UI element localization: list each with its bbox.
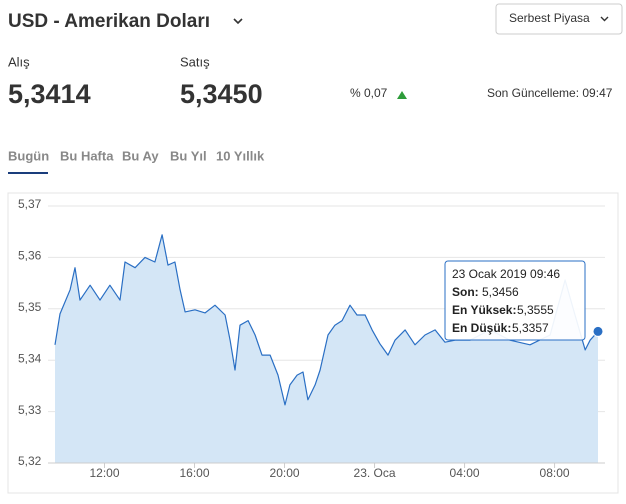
y-tick-label: 5,36: [18, 249, 42, 263]
market-select[interactable]: [495, 3, 623, 35]
tooltip-low: 5,3357: [512, 321, 549, 335]
y-tick-label: 5,37: [18, 197, 42, 211]
tooltip-date: 23 Ocak 2019 09:46: [452, 267, 560, 281]
buy-value: 5,3414: [8, 79, 91, 109]
y-tick-label: 5,32: [18, 454, 42, 468]
tab[interactable]: Bu Ay: [122, 148, 159, 163]
sell-value: 5,3450: [180, 79, 263, 109]
x-tick-label: 23. Oca: [354, 466, 396, 480]
tooltip-last: 5,3456: [482, 285, 519, 299]
x-tick-label: 16:00: [180, 466, 210, 480]
x-tick-label: 12:00: [89, 466, 119, 480]
buy-label: Alış: [8, 54, 30, 69]
tooltip-last-label: Son:: [452, 285, 479, 299]
x-tick-label: 20:00: [270, 466, 300, 480]
tooltip-high-label: En Yüksek:: [452, 303, 516, 317]
line: [54, 234, 599, 406]
tooltip-low-label: En Düşük:: [452, 321, 511, 335]
area: [55, 234, 598, 463]
change-value: % 0,07: [350, 86, 388, 100]
tooltip-high: 5,3555: [517, 303, 554, 317]
select-caret[interactable]: [600, 16, 609, 22]
y-tick-label: 5,33: [18, 403, 42, 417]
chart: 5,32 5,33 5,34 5,35 5,36 5,37 12:00 16:00 20:00 2…: [18, 197, 605, 480]
title-caret[interactable]: [233, 18, 243, 25]
x-tick-label: 08:00: [540, 466, 570, 480]
sell-label: Satış: [180, 54, 210, 69]
market-select-label[interactable]: Serbest Piyasa: [509, 11, 590, 25]
tooltip-box: [444, 260, 586, 341]
tab[interactable]: Bu Yıl: [170, 148, 207, 163]
y-tick-label: 5,35: [18, 300, 42, 314]
tab[interactable]: 10 Yıllık: [216, 148, 265, 163]
tab[interactable]: Bugün: [8, 148, 49, 163]
page-title: USD - Amerikan Doları: [8, 11, 210, 32]
tab[interactable]: Bu Hafta: [60, 148, 114, 163]
last-point: [592, 325, 604, 337]
y-tick-label: 5,34: [18, 351, 42, 365]
tooltip: 23 Ocak 2019 09:46 Son: 5,3456 En Yüksek…: [444, 260, 586, 341]
up-arrow: [397, 91, 407, 99]
x-tick-label: 04:00: [450, 466, 480, 480]
last-updated: Son Güncelleme: 09:47: [487, 86, 613, 100]
tab-bar: Bugün Bu Hafta Bu Ay Bu Yıl 10 Yıllık: [8, 148, 265, 163]
